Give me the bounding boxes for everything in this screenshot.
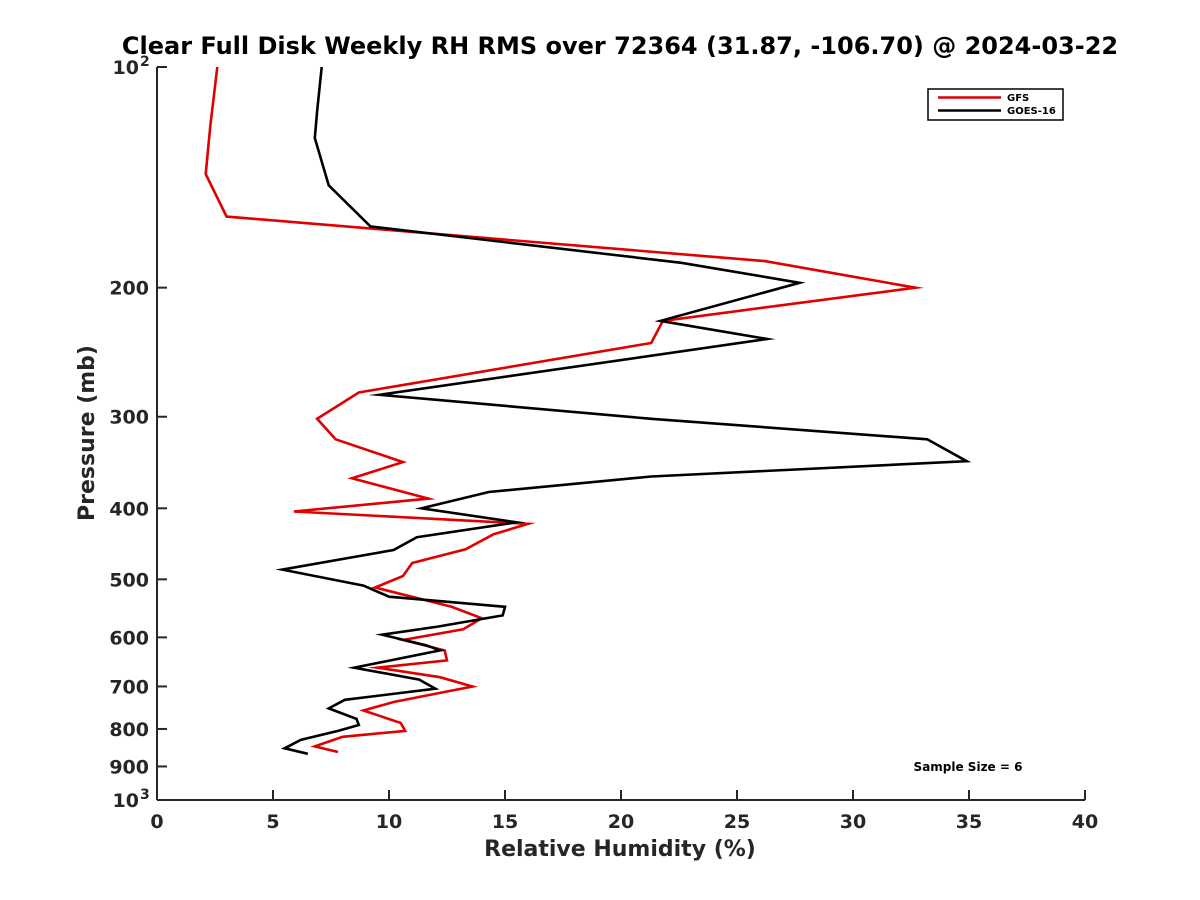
series-layer	[204, 66, 972, 756]
x-tick-label: 30	[840, 811, 866, 833]
x-tick-label: 40	[1072, 811, 1098, 833]
y-tick-label: 200	[109, 278, 149, 300]
y-tick-label: 300	[109, 407, 149, 429]
x-tick-label: 20	[608, 811, 634, 833]
plot-area: 0 5 10 15 20 25 30 35 40 10 220030040050060070080…	[109, 54, 1098, 833]
x-tick-label: 15	[492, 811, 518, 833]
y-axis-title: Pressure (mb)	[75, 345, 100, 521]
y-tick-label: 900	[109, 756, 149, 778]
y-tick-label: 10	[113, 57, 139, 79]
legend-label-gfs: GFS	[1007, 93, 1029, 104]
y-tick-label: 600	[109, 627, 149, 649]
x-tick-label: 5	[266, 811, 279, 833]
y-tick-exponent: 3	[140, 787, 150, 803]
y-tick-exponent: 2	[140, 54, 150, 70]
x-axis-ticks: 0 5 10 15 20 25 30 35 40	[150, 790, 1098, 833]
series-line-goes16	[275, 66, 972, 756]
x-axis-title: Relative Humidity (%)	[484, 837, 756, 862]
legend-box	[927, 88, 1064, 121]
chart-title: Clear Full Disk Weekly RH RMS over 72364…	[122, 32, 1118, 60]
x-tick-label: 0	[150, 811, 163, 833]
sample-size-annotation: Sample Size = 6	[914, 760, 1023, 774]
y-tick-label: 400	[109, 498, 149, 520]
legend: GFS GOES-16	[927, 88, 1064, 121]
x-tick-label: 25	[724, 811, 750, 833]
x-tick-label: 10	[376, 811, 402, 833]
y-tick-label: 500	[109, 569, 149, 591]
y-tick-label: 800	[109, 719, 149, 741]
y-tick-label: 700	[109, 676, 149, 698]
x-tick-label: 35	[956, 811, 982, 833]
y-tick-label: 10	[113, 790, 139, 812]
legend-label-goes16: GOES-16	[1007, 106, 1056, 117]
